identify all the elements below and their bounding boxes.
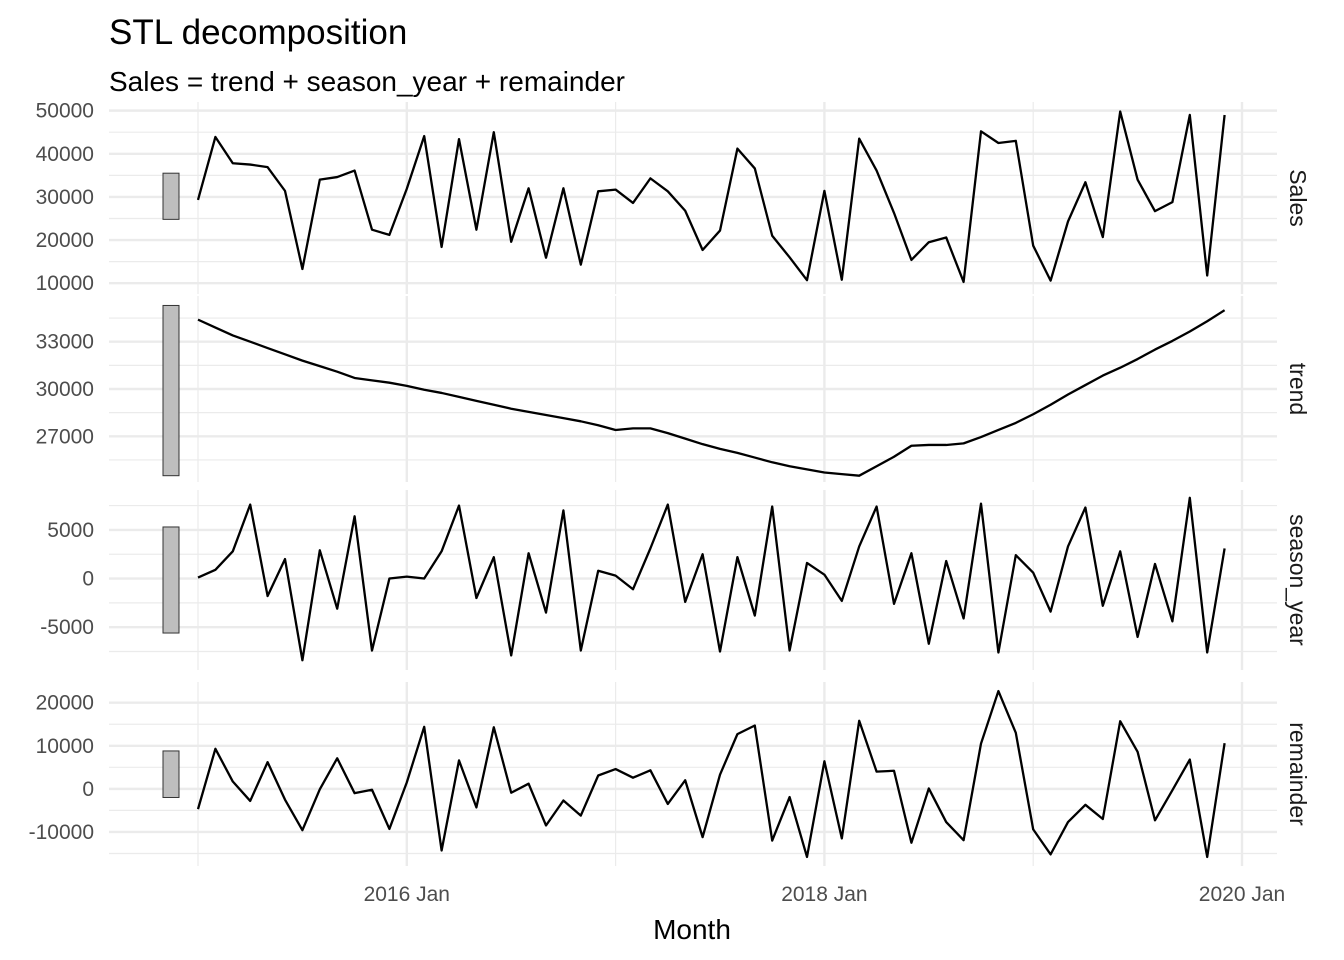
y-tick-label: 40000	[36, 143, 94, 166]
y-tick-label: 30000	[36, 378, 94, 401]
scale-bar	[162, 304, 180, 477]
y-tick-label: 5000	[47, 519, 94, 542]
panel-trend: 27000 30000 33000 trend	[36, 296, 1311, 482]
x-axis-label: Month	[653, 914, 731, 945]
y-tick-label: 0	[82, 568, 94, 591]
chart-title: STL decomposition	[109, 13, 407, 52]
scale-bar	[162, 526, 180, 634]
y-tick-label: 20000	[36, 229, 94, 252]
facet-strip-label: Sales	[1285, 169, 1311, 227]
y-tick-label: 20000	[36, 692, 94, 715]
facet-strip-label: remainder	[1285, 722, 1311, 826]
scale-bar	[162, 172, 180, 220]
x-tick-label: 2020 Jan	[1199, 883, 1285, 906]
facet-strip-label: trend	[1285, 363, 1311, 415]
y-tick-label: 50000	[36, 100, 94, 123]
series-line-season-year	[197, 496, 1226, 662]
facet-strip-label: season_year	[1285, 514, 1311, 646]
y-tick-label: 10000	[36, 735, 94, 758]
series-line-Sales	[196, 110, 1226, 284]
x-tick-label: 2018 Jan	[781, 883, 867, 906]
x-tick-label: 2016 Jan	[364, 883, 450, 906]
panel-remainder: -10000 0 10000 20000 remainder	[29, 682, 1311, 866]
y-tick-label: 10000	[36, 272, 94, 295]
y-tick-label: 33000	[36, 331, 94, 354]
panel-season-year: -5000 0 5000 season_year	[40, 490, 1311, 670]
scale-bar	[162, 750, 180, 798]
y-tick-label: 27000	[36, 425, 94, 448]
panel-Sales: 10000 20000 30000 40000 50000 Sales	[36, 100, 1311, 296]
y-tick-label: 0	[82, 778, 94, 801]
chart-subtitle: Sales = trend + season_year + remainder	[109, 66, 625, 97]
series-line-trend	[197, 309, 1226, 477]
series-line-remainder	[196, 689, 1226, 859]
y-tick-label: 30000	[36, 186, 94, 209]
y-tick-label: -5000	[40, 616, 94, 639]
y-tick-label: -10000	[29, 821, 94, 844]
